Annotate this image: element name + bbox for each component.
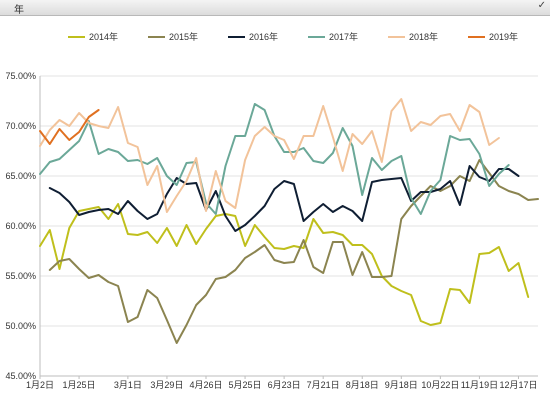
x-tick-label: 7月21日 [307, 380, 340, 390]
y-tick-label: 75.00% [5, 71, 36, 81]
series-line [39, 98, 500, 213]
x-tick-label: 3月29日 [150, 380, 183, 390]
x-tick-label: 10月22日 [421, 380, 459, 390]
y-tick-label: 70.00% [5, 121, 36, 131]
x-tick-label: 8月18日 [346, 380, 379, 390]
x-tick-label: 11月19日 [461, 380, 498, 390]
year-filter-label: 年 [14, 5, 24, 16]
x-tick-label: 5月25日 [229, 380, 262, 390]
year-filter-bar[interactable]: 年 ✓ [0, 0, 550, 16]
y-tick-label: 55.00% [5, 271, 36, 281]
y-tick-label: 45.00% [5, 371, 36, 381]
legend-label: 2018年 [409, 31, 438, 42]
series-line [39, 103, 510, 215]
x-tick-label: 9月18日 [385, 380, 418, 390]
legend-label: 2019年 [489, 31, 518, 42]
y-tick-label: 50.00% [5, 321, 36, 331]
legend-label: 2016年 [249, 31, 278, 42]
x-tick-label: 3月1日 [114, 380, 142, 390]
series-line [48, 165, 520, 232]
legend-label: 2015年 [169, 31, 198, 42]
series-line [48, 159, 539, 344]
x-tick-label: 1月25日 [63, 380, 96, 390]
y-tick-label: 60.00% [5, 221, 36, 231]
x-tick-label: 4月26日 [189, 380, 222, 390]
y-tick-label: 65.00% [5, 171, 36, 181]
series-line [39, 203, 530, 326]
legend-label: 2014年 [89, 31, 118, 42]
x-tick-label: 1月2日 [26, 380, 54, 390]
check-icon[interactable]: ✓ [537, 0, 546, 11]
series-line [39, 109, 100, 145]
legend-label: 2017年 [329, 31, 358, 42]
x-tick-label: 12月17日 [499, 380, 537, 390]
x-tick-label: 6月23日 [268, 380, 301, 390]
